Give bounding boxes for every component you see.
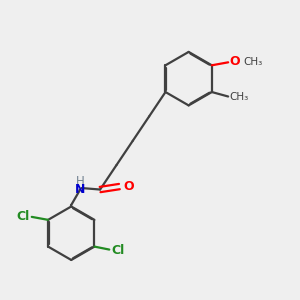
Text: O: O xyxy=(123,180,134,193)
Text: CH₃: CH₃ xyxy=(230,92,249,102)
Text: O: O xyxy=(230,55,240,68)
Text: Cl: Cl xyxy=(16,210,30,223)
Text: Cl: Cl xyxy=(112,244,125,257)
Text: N: N xyxy=(75,183,86,196)
Text: H: H xyxy=(76,175,85,188)
Text: CH₃: CH₃ xyxy=(243,57,262,67)
